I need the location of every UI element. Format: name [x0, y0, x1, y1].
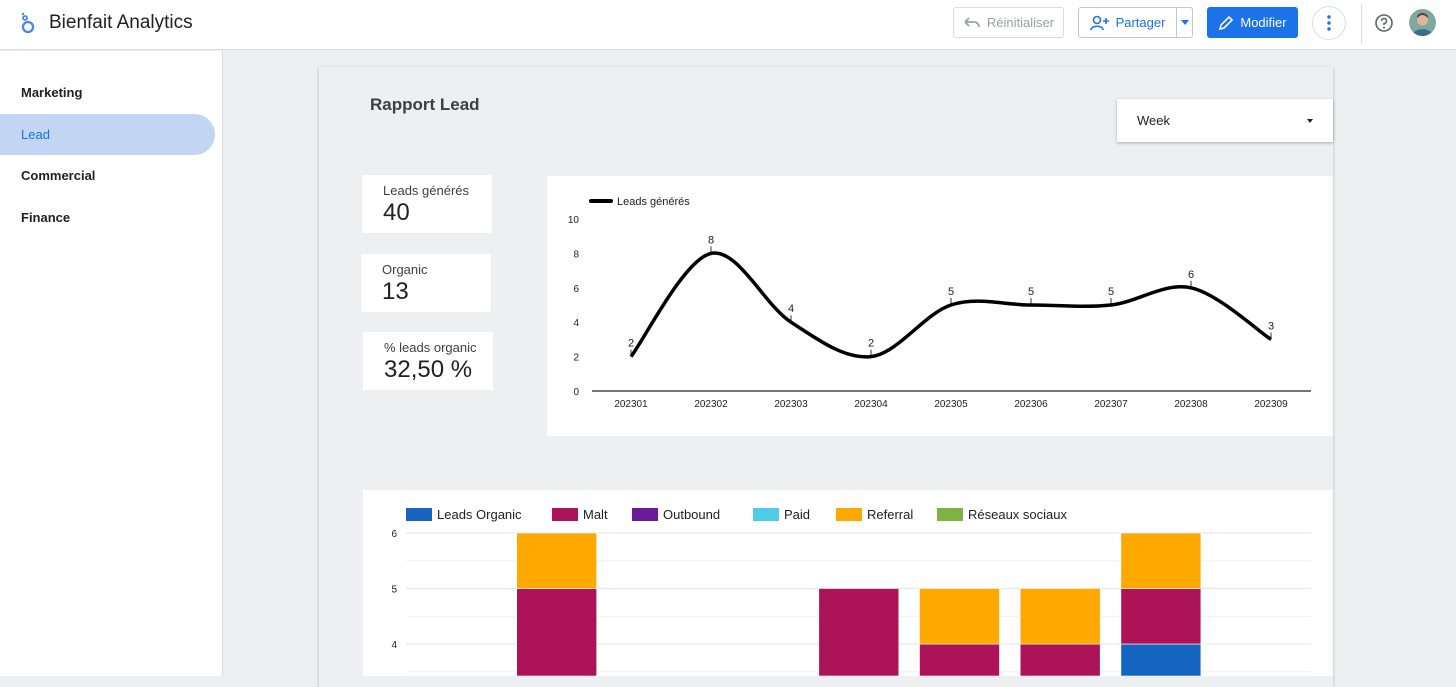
- sidebar-item-finance[interactable]: Finance: [21, 210, 71, 225]
- period-select-value: Week: [1137, 113, 1170, 128]
- data-label: 2: [628, 338, 634, 350]
- data-label: 4: [788, 303, 794, 315]
- legend-swatch: [632, 508, 658, 521]
- more-options-button[interactable]: [1312, 6, 1346, 40]
- legend-swatch: [937, 508, 963, 521]
- looker-logo-icon: [21, 12, 35, 34]
- period-select[interactable]: Week: [1117, 99, 1333, 142]
- undo-icon: [964, 16, 980, 27]
- x-tick-label: 202309: [1254, 399, 1288, 410]
- legend-label: Referral: [867, 507, 913, 522]
- kpi-leads-generes: Leads générés 40: [362, 175, 492, 233]
- avatar[interactable]: [1409, 9, 1436, 36]
- kpi-label: Organic: [382, 262, 428, 277]
- x-tick-label: 202305: [934, 399, 968, 410]
- more-vert-icon: [1327, 15, 1331, 31]
- bar-segment-malt: [1120, 588, 1202, 645]
- y-tick-label: 0: [573, 387, 579, 398]
- kpi-label: Leads générés: [383, 183, 470, 198]
- x-tick-label: 202301: [614, 399, 648, 410]
- data-label: 3: [1268, 320, 1274, 332]
- toolbar-divider: [1361, 4, 1362, 44]
- y-tick-label: 2: [573, 353, 579, 364]
- bar-segment-referral: [919, 588, 1000, 645]
- line-chart: Leads générés 0 2 4 6 8 10 202301 202302 202303 20…: [568, 196, 1311, 410]
- stacked-bar-chart: Leads Organic Malt Outbound Paid Referral Rés…: [391, 507, 1311, 677]
- reset-button[interactable]: Réinitialiser: [953, 7, 1064, 38]
- legend-swatch: [836, 508, 862, 521]
- page-title: Rapport Lead: [370, 95, 480, 114]
- y-tick-label: 5: [391, 585, 397, 596]
- y-tick-label: 10: [568, 215, 580, 226]
- bar-chart-card: Leads Organic Malt Outbound Paid Referral Rés…: [363, 490, 1333, 677]
- y-tick-label: 4: [391, 640, 397, 651]
- x-tick-label: 202304: [854, 399, 888, 410]
- sidebar-item-marketing[interactable]: Marketing: [21, 85, 83, 100]
- data-label: 5: [1028, 286, 1034, 298]
- bar-segment-referral: [516, 532, 597, 589]
- data-label: 6: [1188, 269, 1194, 281]
- x-tick-label: 202303: [774, 399, 808, 410]
- edit-button-label: Modifier: [1240, 15, 1287, 30]
- data-label: 5: [1108, 286, 1114, 298]
- kpi-organic: Organic 13: [361, 254, 491, 312]
- caret-down-icon: [1180, 20, 1189, 25]
- legend-label: Outbound: [663, 507, 720, 522]
- x-tick-label: 202306: [1014, 399, 1048, 410]
- legend-swatch: [406, 508, 432, 521]
- top-bar: Bienfait Analytics Réinitialiser Partage…: [0, 0, 1456, 50]
- legend-label: Malt: [583, 507, 608, 522]
- bar-segment-referral: [1120, 532, 1202, 589]
- help-icon[interactable]: [1374, 13, 1394, 33]
- kpi-label: % leads organic: [384, 340, 477, 355]
- bar-segment-referral: [1019, 588, 1101, 645]
- bar-segment-malt: [919, 643, 1000, 677]
- y-tick-label: 8: [573, 249, 579, 260]
- dropdown-arrow-icon: [1307, 119, 1313, 123]
- bar-segment-malt: [1019, 643, 1101, 677]
- data-label: 8: [708, 234, 714, 246]
- legend-swatch: [753, 508, 779, 521]
- bar-segment-malt: [818, 588, 900, 677]
- x-tick-label: 202308: [1174, 399, 1208, 410]
- data-label: 5: [948, 286, 954, 298]
- x-tick-label: 202302: [694, 399, 728, 410]
- share-button-label: Partager: [1115, 15, 1166, 30]
- legend-label: Réseaux sociaux: [968, 507, 1067, 522]
- data-label: 2: [868, 338, 874, 350]
- kpi-value: 32,50 %: [384, 356, 473, 383]
- series-line-leads-generes: [629, 251, 1272, 359]
- y-tick-label: 6: [573, 284, 579, 295]
- share-options-button[interactable]: [1176, 7, 1193, 38]
- kpi-value: 13: [382, 278, 409, 305]
- legend-label: Leads Organic: [437, 507, 522, 522]
- pencil-icon: [1219, 15, 1234, 30]
- sidebar-item-commercial[interactable]: Commercial: [21, 168, 96, 183]
- y-tick-label: 4: [573, 318, 579, 329]
- y-tick-label: 6: [391, 529, 397, 540]
- app-title: Bienfait Analytics: [49, 12, 193, 33]
- sidebar: Marketing Lead Commercial Finance: [0, 51, 223, 676]
- legend-label: Paid: [784, 507, 810, 522]
- reset-button-label: Réinitialiser: [986, 15, 1055, 30]
- legend-label: Leads générés: [617, 196, 690, 208]
- user-avatar-icon: [1409, 9, 1436, 36]
- kpi-value: 40: [383, 199, 410, 226]
- add-person-icon: [1089, 15, 1109, 30]
- x-tick-label: 202307: [1094, 399, 1128, 410]
- legend-swatch: [552, 508, 578, 521]
- line-chart-card: Leads générés 0 2 4 6 8 10 202301 202302 202303 20…: [547, 176, 1333, 436]
- bar-segment-leads-organic: [1120, 643, 1202, 677]
- kpi-percent-organic: % leads organic 32,50 %: [363, 332, 493, 390]
- sidebar-item-lead[interactable]: Lead: [0, 114, 215, 155]
- bar-segment-malt: [516, 588, 597, 677]
- edit-button[interactable]: Modifier: [1207, 7, 1298, 38]
- share-button[interactable]: Partager: [1078, 7, 1176, 38]
